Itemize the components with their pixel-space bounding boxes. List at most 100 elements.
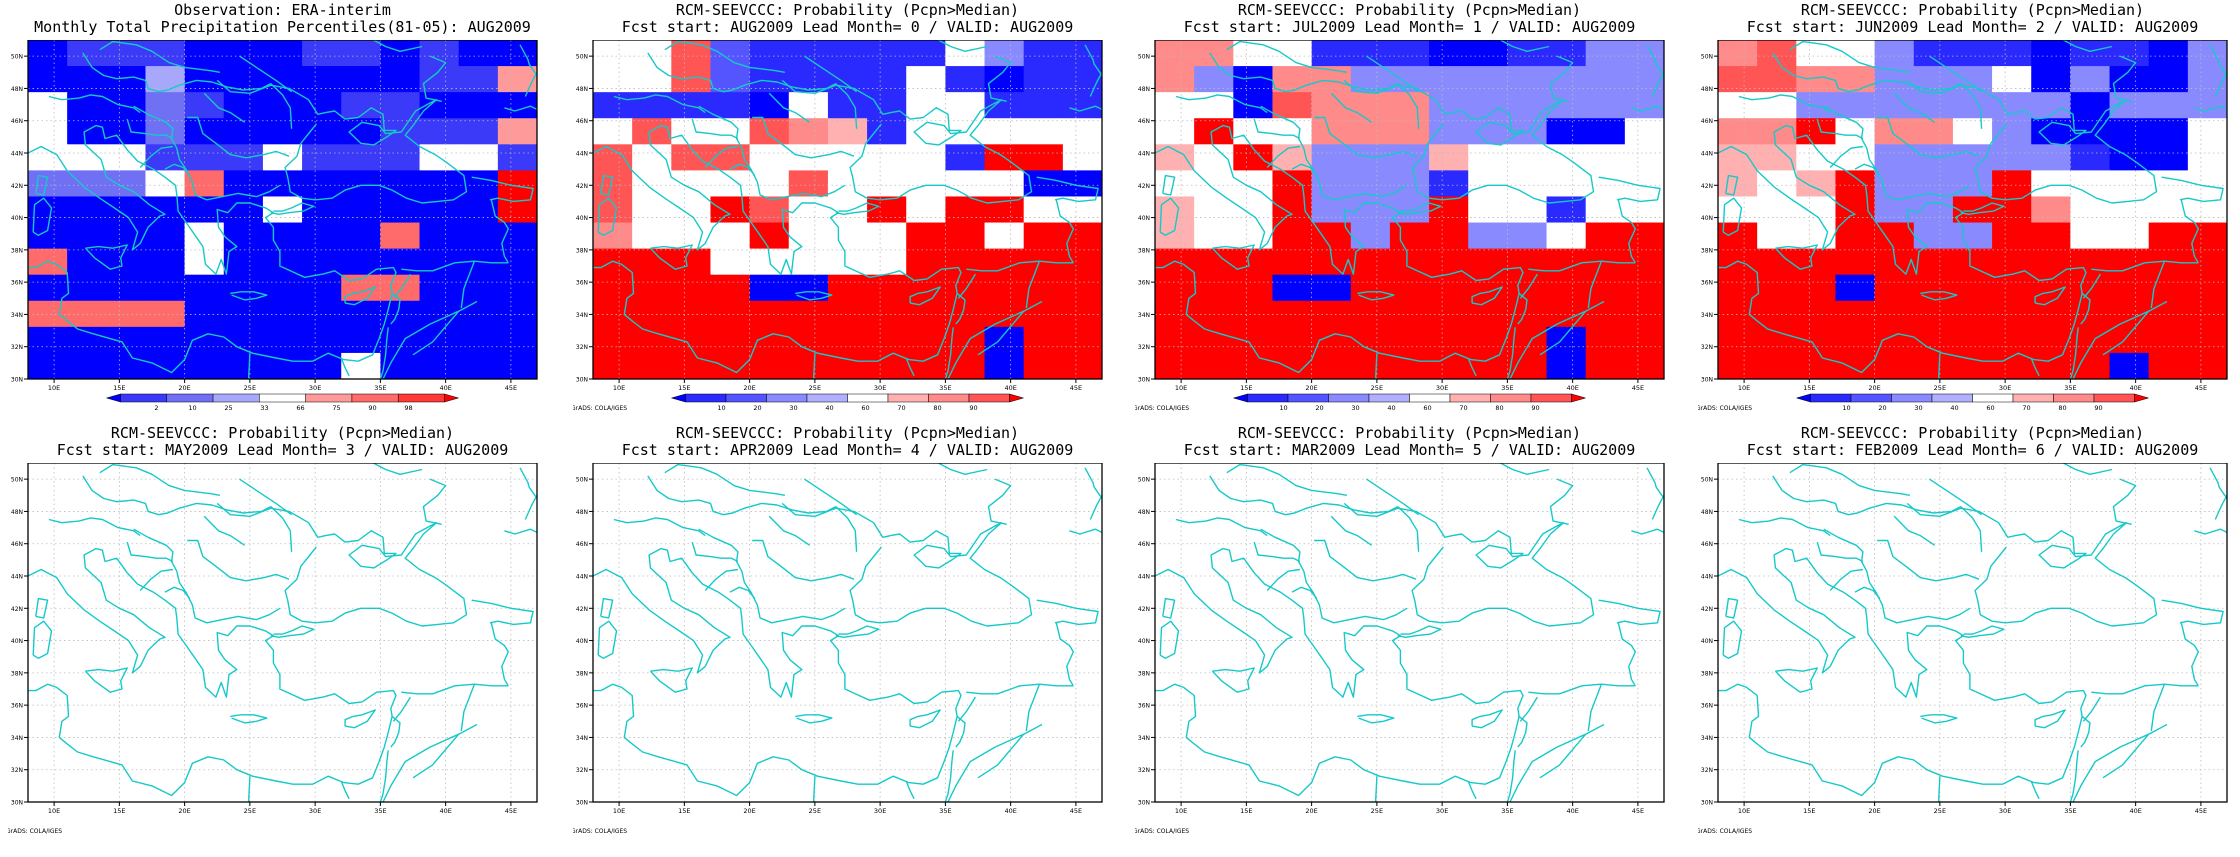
coastline <box>1253 541 1301 563</box>
lat-tick-label: 38N <box>576 670 588 677</box>
coastline <box>139 568 173 591</box>
grid-cell <box>1874 352 1915 379</box>
coastline <box>752 116 855 159</box>
coastline <box>270 625 315 638</box>
coastline <box>1617 199 1636 264</box>
coastline <box>987 55 1012 102</box>
lat-tick-label: 38N <box>11 670 23 677</box>
grid-cell <box>1952 300 1993 328</box>
grid-cell <box>1952 222 1993 250</box>
grid-cell <box>788 274 829 302</box>
grid-cell <box>2187 40 2227 67</box>
grid-cell <box>2187 222 2227 250</box>
grid-cell <box>458 222 499 250</box>
coastline <box>1631 528 1664 535</box>
coastline <box>187 116 290 159</box>
lat-tick-label: 36N <box>1138 703 1150 710</box>
coastline <box>382 300 478 379</box>
lat-tick-label: 32N <box>1138 344 1150 351</box>
grid-cell <box>1389 66 1430 93</box>
grid-cell <box>1624 66 1664 93</box>
coastline <box>804 55 858 93</box>
grid-cell <box>2109 222 2150 250</box>
grid-cell <box>67 326 107 354</box>
grid-cell <box>788 300 829 328</box>
grid-cell <box>632 144 672 171</box>
grid-cell <box>749 352 790 379</box>
grid-cell <box>1718 170 1758 198</box>
coastline <box>957 696 976 722</box>
coastline <box>2080 292 2091 325</box>
grid-cell <box>984 170 1025 198</box>
grid-cell <box>2187 352 2227 379</box>
coastline <box>82 52 213 93</box>
coastline <box>422 55 447 102</box>
grid-cell <box>984 274 1025 302</box>
grid-cell <box>28 274 68 302</box>
lat-tick-label: 42N <box>1701 183 1713 190</box>
coastline <box>203 515 246 546</box>
coastline <box>1397 83 1420 129</box>
grid-cell <box>906 92 946 119</box>
grid-cell <box>1194 196 1234 224</box>
coastline <box>1960 83 1983 129</box>
grid-cell <box>1796 118 1837 145</box>
lat-tick-label: 34N <box>11 312 23 319</box>
grid-cell <box>380 352 421 379</box>
grid-cell <box>1194 170 1234 198</box>
coastline <box>1906 502 2158 627</box>
lon-tick-label: 15E <box>678 807 690 815</box>
coastline <box>729 163 756 177</box>
grid-cell <box>2148 326 2189 354</box>
coastline <box>230 291 268 301</box>
grid-cell <box>145 66 186 93</box>
grid-cell <box>458 144 499 171</box>
coastline <box>1718 547 2087 797</box>
coastline <box>2112 55 2137 102</box>
coastline <box>1055 622 1074 687</box>
grid-cell <box>1194 222 1234 250</box>
map-panel-7: RCM-SEEVCCC: Probability (Pcpn>Median) Fc… <box>1135 423 1684 857</box>
grid-cell <box>1757 118 1797 145</box>
grid-cell <box>1585 40 1626 67</box>
coastline <box>82 475 213 516</box>
map-area: 10E 15E 20E 25E 30E 35E 40E 45E 30N 32N 34N 36N 38N 4… <box>1135 40 1665 412</box>
grid-cell <box>1350 222 1391 250</box>
coastline <box>1774 667 1818 693</box>
legend-swatch <box>685 393 727 403</box>
coastline <box>28 124 397 374</box>
coastline <box>1587 683 1603 732</box>
coastline <box>270 506 293 552</box>
grid-cell <box>262 40 303 67</box>
coastline <box>401 260 509 272</box>
grid-cell <box>671 40 712 67</box>
grid-cell <box>1023 222 1064 250</box>
grid-cell <box>906 170 946 198</box>
coastline <box>909 709 941 729</box>
coastline <box>1266 568 1300 591</box>
grid-cell <box>28 66 68 93</box>
grid-cell <box>497 144 537 171</box>
grid-cell <box>1272 326 1313 354</box>
legend-swatch <box>2093 393 2135 403</box>
grid-cell <box>1585 222 1626 250</box>
legend-swatch <box>1795 393 1811 403</box>
legend-label: 70 <box>2022 404 2030 412</box>
lon-tick-label: 10E <box>1738 384 1750 392</box>
grid-cell <box>2187 92 2227 119</box>
grid-cell <box>497 92 537 119</box>
coastline <box>987 478 1012 525</box>
lat-tick-label: 46N <box>576 541 588 548</box>
grid-cell <box>341 196 381 224</box>
grid-cell <box>1507 144 1548 171</box>
grid-cell <box>1546 352 1587 379</box>
coastline <box>593 124 962 374</box>
lat-tick-label: 40N <box>11 215 23 222</box>
lon-tick-label: 10E <box>48 384 60 392</box>
coastline <box>247 353 251 379</box>
grid-cell <box>788 170 829 198</box>
grid-cell <box>1194 118 1234 145</box>
grid-cell <box>1757 326 1797 354</box>
grid-cell <box>2070 248 2111 276</box>
lon-tick-label: 40E <box>1004 807 1016 815</box>
